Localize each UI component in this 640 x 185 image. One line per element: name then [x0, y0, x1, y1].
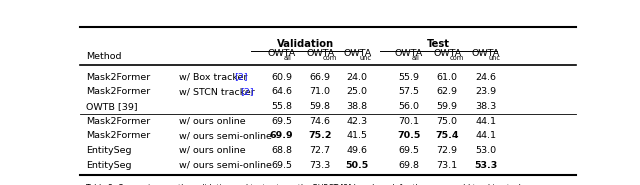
Text: [2]: [2] — [234, 73, 248, 82]
Text: OWTA: OWTA — [472, 49, 500, 58]
Text: 64.6: 64.6 — [271, 87, 292, 96]
Text: OWTB [39]: OWTB [39] — [86, 102, 138, 111]
Text: 24.6: 24.6 — [476, 73, 496, 82]
Text: 50.5: 50.5 — [346, 161, 369, 170]
Text: 70.1: 70.1 — [398, 117, 419, 126]
Text: Test: Test — [427, 38, 450, 49]
Text: 53.0: 53.0 — [475, 146, 496, 155]
Text: 59.8: 59.8 — [310, 102, 331, 111]
Text: com: com — [323, 55, 337, 60]
Text: Mask2Former: Mask2Former — [86, 131, 150, 140]
Text: w/ ours semi-online: w/ ours semi-online — [179, 131, 272, 140]
Text: 66.9: 66.9 — [310, 73, 331, 82]
Text: 59.9: 59.9 — [436, 102, 458, 111]
Text: OWTA: OWTA — [306, 49, 335, 58]
Text: 56.0: 56.0 — [398, 102, 419, 111]
Text: 69.5: 69.5 — [271, 161, 292, 170]
Text: 53.3: 53.3 — [474, 161, 497, 170]
Text: 23.9: 23.9 — [475, 87, 496, 96]
Text: Validation: Validation — [277, 38, 334, 49]
Text: 73.3: 73.3 — [309, 161, 331, 170]
Text: 71.0: 71.0 — [310, 87, 331, 96]
Text: OWTA: OWTA — [433, 49, 461, 58]
Text: 69.5: 69.5 — [398, 146, 419, 155]
Text: 75.2: 75.2 — [308, 131, 332, 140]
Text: 49.6: 49.6 — [347, 146, 368, 155]
Text: 62.9: 62.9 — [436, 87, 458, 96]
Text: [2]: [2] — [240, 87, 254, 96]
Text: 68.8: 68.8 — [271, 146, 292, 155]
Text: 24.0: 24.0 — [347, 73, 368, 82]
Text: 57.5: 57.5 — [398, 87, 419, 96]
Text: 42.3: 42.3 — [347, 117, 368, 126]
Text: Table 2: Comparison on the validation and test sets on the BURST [2] benchmark f: Table 2: Comparison on the validation an… — [86, 184, 525, 185]
Text: w/ Box tracker: w/ Box tracker — [179, 73, 251, 82]
Text: 44.1: 44.1 — [476, 117, 496, 126]
Text: w/ STCN tracker: w/ STCN tracker — [179, 87, 258, 96]
Text: Mask2Former: Mask2Former — [86, 87, 150, 96]
Text: OWTA: OWTA — [395, 49, 423, 58]
Text: Method: Method — [86, 52, 122, 61]
Text: EntitySeg: EntitySeg — [86, 146, 131, 155]
Text: w/ ours semi-online: w/ ours semi-online — [179, 161, 272, 170]
Text: all: all — [412, 55, 419, 60]
Text: 38.3: 38.3 — [475, 102, 497, 111]
Text: 60.9: 60.9 — [271, 73, 292, 82]
Text: 73.1: 73.1 — [436, 161, 458, 170]
Text: w/ ours online: w/ ours online — [179, 146, 246, 155]
Text: 72.9: 72.9 — [436, 146, 458, 155]
Text: com: com — [449, 55, 464, 60]
Text: 44.1: 44.1 — [476, 131, 496, 140]
Text: unc: unc — [360, 55, 372, 60]
Text: 61.0: 61.0 — [436, 73, 458, 82]
Text: OWTA: OWTA — [268, 49, 296, 58]
Text: 69.9: 69.9 — [269, 131, 293, 140]
Text: 72.7: 72.7 — [310, 146, 331, 155]
Text: 74.6: 74.6 — [310, 117, 331, 126]
Text: OWTA: OWTA — [344, 49, 372, 58]
Text: 70.5: 70.5 — [397, 131, 420, 140]
Text: Mask2Former: Mask2Former — [86, 73, 150, 82]
Text: 38.8: 38.8 — [347, 102, 368, 111]
Text: all: all — [284, 55, 292, 60]
Text: Mask2Former: Mask2Former — [86, 117, 150, 126]
Text: 69.5: 69.5 — [271, 117, 292, 126]
Text: w/ ours online: w/ ours online — [179, 117, 246, 126]
Text: 55.8: 55.8 — [271, 102, 292, 111]
Text: 75.0: 75.0 — [436, 117, 458, 126]
Text: 25.0: 25.0 — [347, 87, 368, 96]
Text: 55.9: 55.9 — [398, 73, 419, 82]
Text: 75.4: 75.4 — [435, 131, 459, 140]
Text: 41.5: 41.5 — [347, 131, 368, 140]
Text: 69.8: 69.8 — [398, 161, 419, 170]
Text: unc: unc — [488, 55, 500, 60]
Text: EntitySeg: EntitySeg — [86, 161, 131, 170]
